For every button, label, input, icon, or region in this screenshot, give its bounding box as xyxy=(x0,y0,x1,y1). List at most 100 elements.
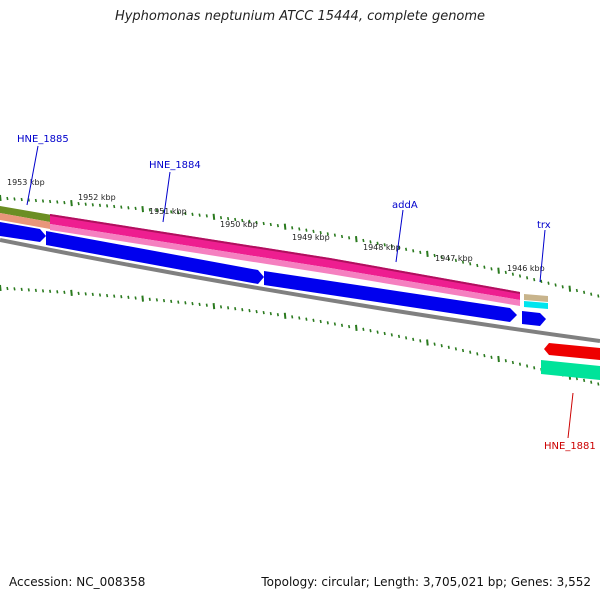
minor-tick xyxy=(362,238,365,243)
minor-tick xyxy=(419,250,422,255)
minor-tick xyxy=(276,313,279,317)
minor-tick xyxy=(170,299,173,304)
minor-tick xyxy=(518,362,522,366)
leader-HNE_1881 xyxy=(567,392,574,439)
minor-tick xyxy=(419,339,422,343)
minor-tick xyxy=(433,342,436,346)
olive-feature-band xyxy=(0,206,52,222)
minor-tick xyxy=(120,205,123,209)
major-tick xyxy=(355,236,358,243)
cds-arrow-3 xyxy=(264,271,517,322)
scale-label-1950: 1950 kbp xyxy=(220,220,258,229)
minor-tick xyxy=(348,324,351,329)
minor-tick xyxy=(440,255,443,259)
cds-arrow-4 xyxy=(522,311,546,326)
minor-tick xyxy=(155,208,158,213)
scale-label-1946: 1946 kbp xyxy=(507,264,545,273)
minor-tick xyxy=(170,210,173,214)
minor-tick xyxy=(113,204,116,209)
minor-tick xyxy=(504,270,507,275)
minor-tick xyxy=(511,360,514,365)
minor-tick xyxy=(6,286,9,291)
major-tick xyxy=(70,200,73,207)
minor-tick xyxy=(219,216,223,220)
minor-tick xyxy=(412,337,415,342)
minor-tick xyxy=(319,230,322,235)
minor-tick xyxy=(369,240,372,244)
minor-tick xyxy=(227,306,230,310)
minor-tick xyxy=(333,322,336,326)
gene-label-trx: trx xyxy=(537,220,551,231)
gene-label-HNE_1884: HNE_1884 xyxy=(149,160,201,171)
minor-tick xyxy=(184,301,187,305)
major-tick xyxy=(283,312,287,319)
minor-tick xyxy=(348,236,351,240)
minor-tick xyxy=(255,220,258,225)
minor-tick xyxy=(27,288,30,292)
cds-reverse-red xyxy=(544,343,600,360)
leader-trx xyxy=(539,229,546,283)
scale-labels: 1953 kbp 1952 kbp 1951 kbp 1950 kbp 1949… xyxy=(7,178,545,273)
gene-band-addA-lower xyxy=(50,224,520,306)
minor-tick xyxy=(376,330,379,334)
minor-tick xyxy=(177,300,180,304)
scale-label-1948: 1948 kbp xyxy=(363,243,401,252)
minor-tick xyxy=(255,309,258,314)
outer-tick-marks xyxy=(0,194,600,298)
minor-tick xyxy=(120,295,123,299)
minor-tick xyxy=(41,199,45,203)
minor-tick xyxy=(526,276,529,280)
scale-label-1949: 1949 kbp xyxy=(292,233,330,242)
gene-band-addA xyxy=(50,214,520,300)
major-tick xyxy=(212,213,216,220)
minor-tick xyxy=(41,289,45,293)
minor-tick xyxy=(440,344,443,348)
minor-tick xyxy=(49,289,52,293)
minor-tick xyxy=(454,258,457,263)
minor-tick xyxy=(77,201,80,206)
minor-tick xyxy=(191,301,194,306)
minor-tick xyxy=(276,223,279,228)
minor-tick xyxy=(91,292,94,297)
minor-tick xyxy=(148,208,151,212)
minor-tick xyxy=(454,347,457,351)
minor-tick xyxy=(312,318,315,322)
minor-tick xyxy=(405,336,408,340)
minor-tick xyxy=(162,298,166,303)
minor-tick xyxy=(397,246,401,250)
minor-tick xyxy=(461,260,465,264)
minor-tick xyxy=(554,283,557,287)
minor-tick xyxy=(227,216,230,221)
minor-tick xyxy=(134,296,137,300)
gene-label-addA: addA xyxy=(392,200,418,211)
major-tick xyxy=(426,250,429,257)
minor-tick xyxy=(20,197,23,202)
minor-tick xyxy=(298,227,301,231)
minor-tick xyxy=(291,226,294,230)
minor-tick xyxy=(134,206,137,211)
minor-tick xyxy=(34,198,37,203)
minor-tick xyxy=(490,355,493,359)
cds-green xyxy=(541,360,600,380)
minor-tick xyxy=(205,303,208,307)
minor-tick xyxy=(447,257,450,261)
minor-tick xyxy=(241,218,244,223)
minor-tick xyxy=(13,287,16,291)
minor-tick xyxy=(376,241,379,245)
minor-tick xyxy=(483,353,486,358)
minor-tick xyxy=(433,253,436,258)
minor-tick xyxy=(98,203,102,207)
trx-cds-cyan xyxy=(524,301,548,309)
minor-tick xyxy=(547,281,550,285)
minor-tick xyxy=(248,308,251,313)
minor-tick xyxy=(575,288,578,293)
minor-tick xyxy=(533,366,536,370)
major-tick xyxy=(568,285,572,292)
minor-tick xyxy=(561,285,564,289)
major-tick xyxy=(497,355,500,363)
salmon-feature-band xyxy=(0,213,50,229)
inner-tick-marks xyxy=(0,284,600,386)
minor-tick xyxy=(234,217,237,222)
